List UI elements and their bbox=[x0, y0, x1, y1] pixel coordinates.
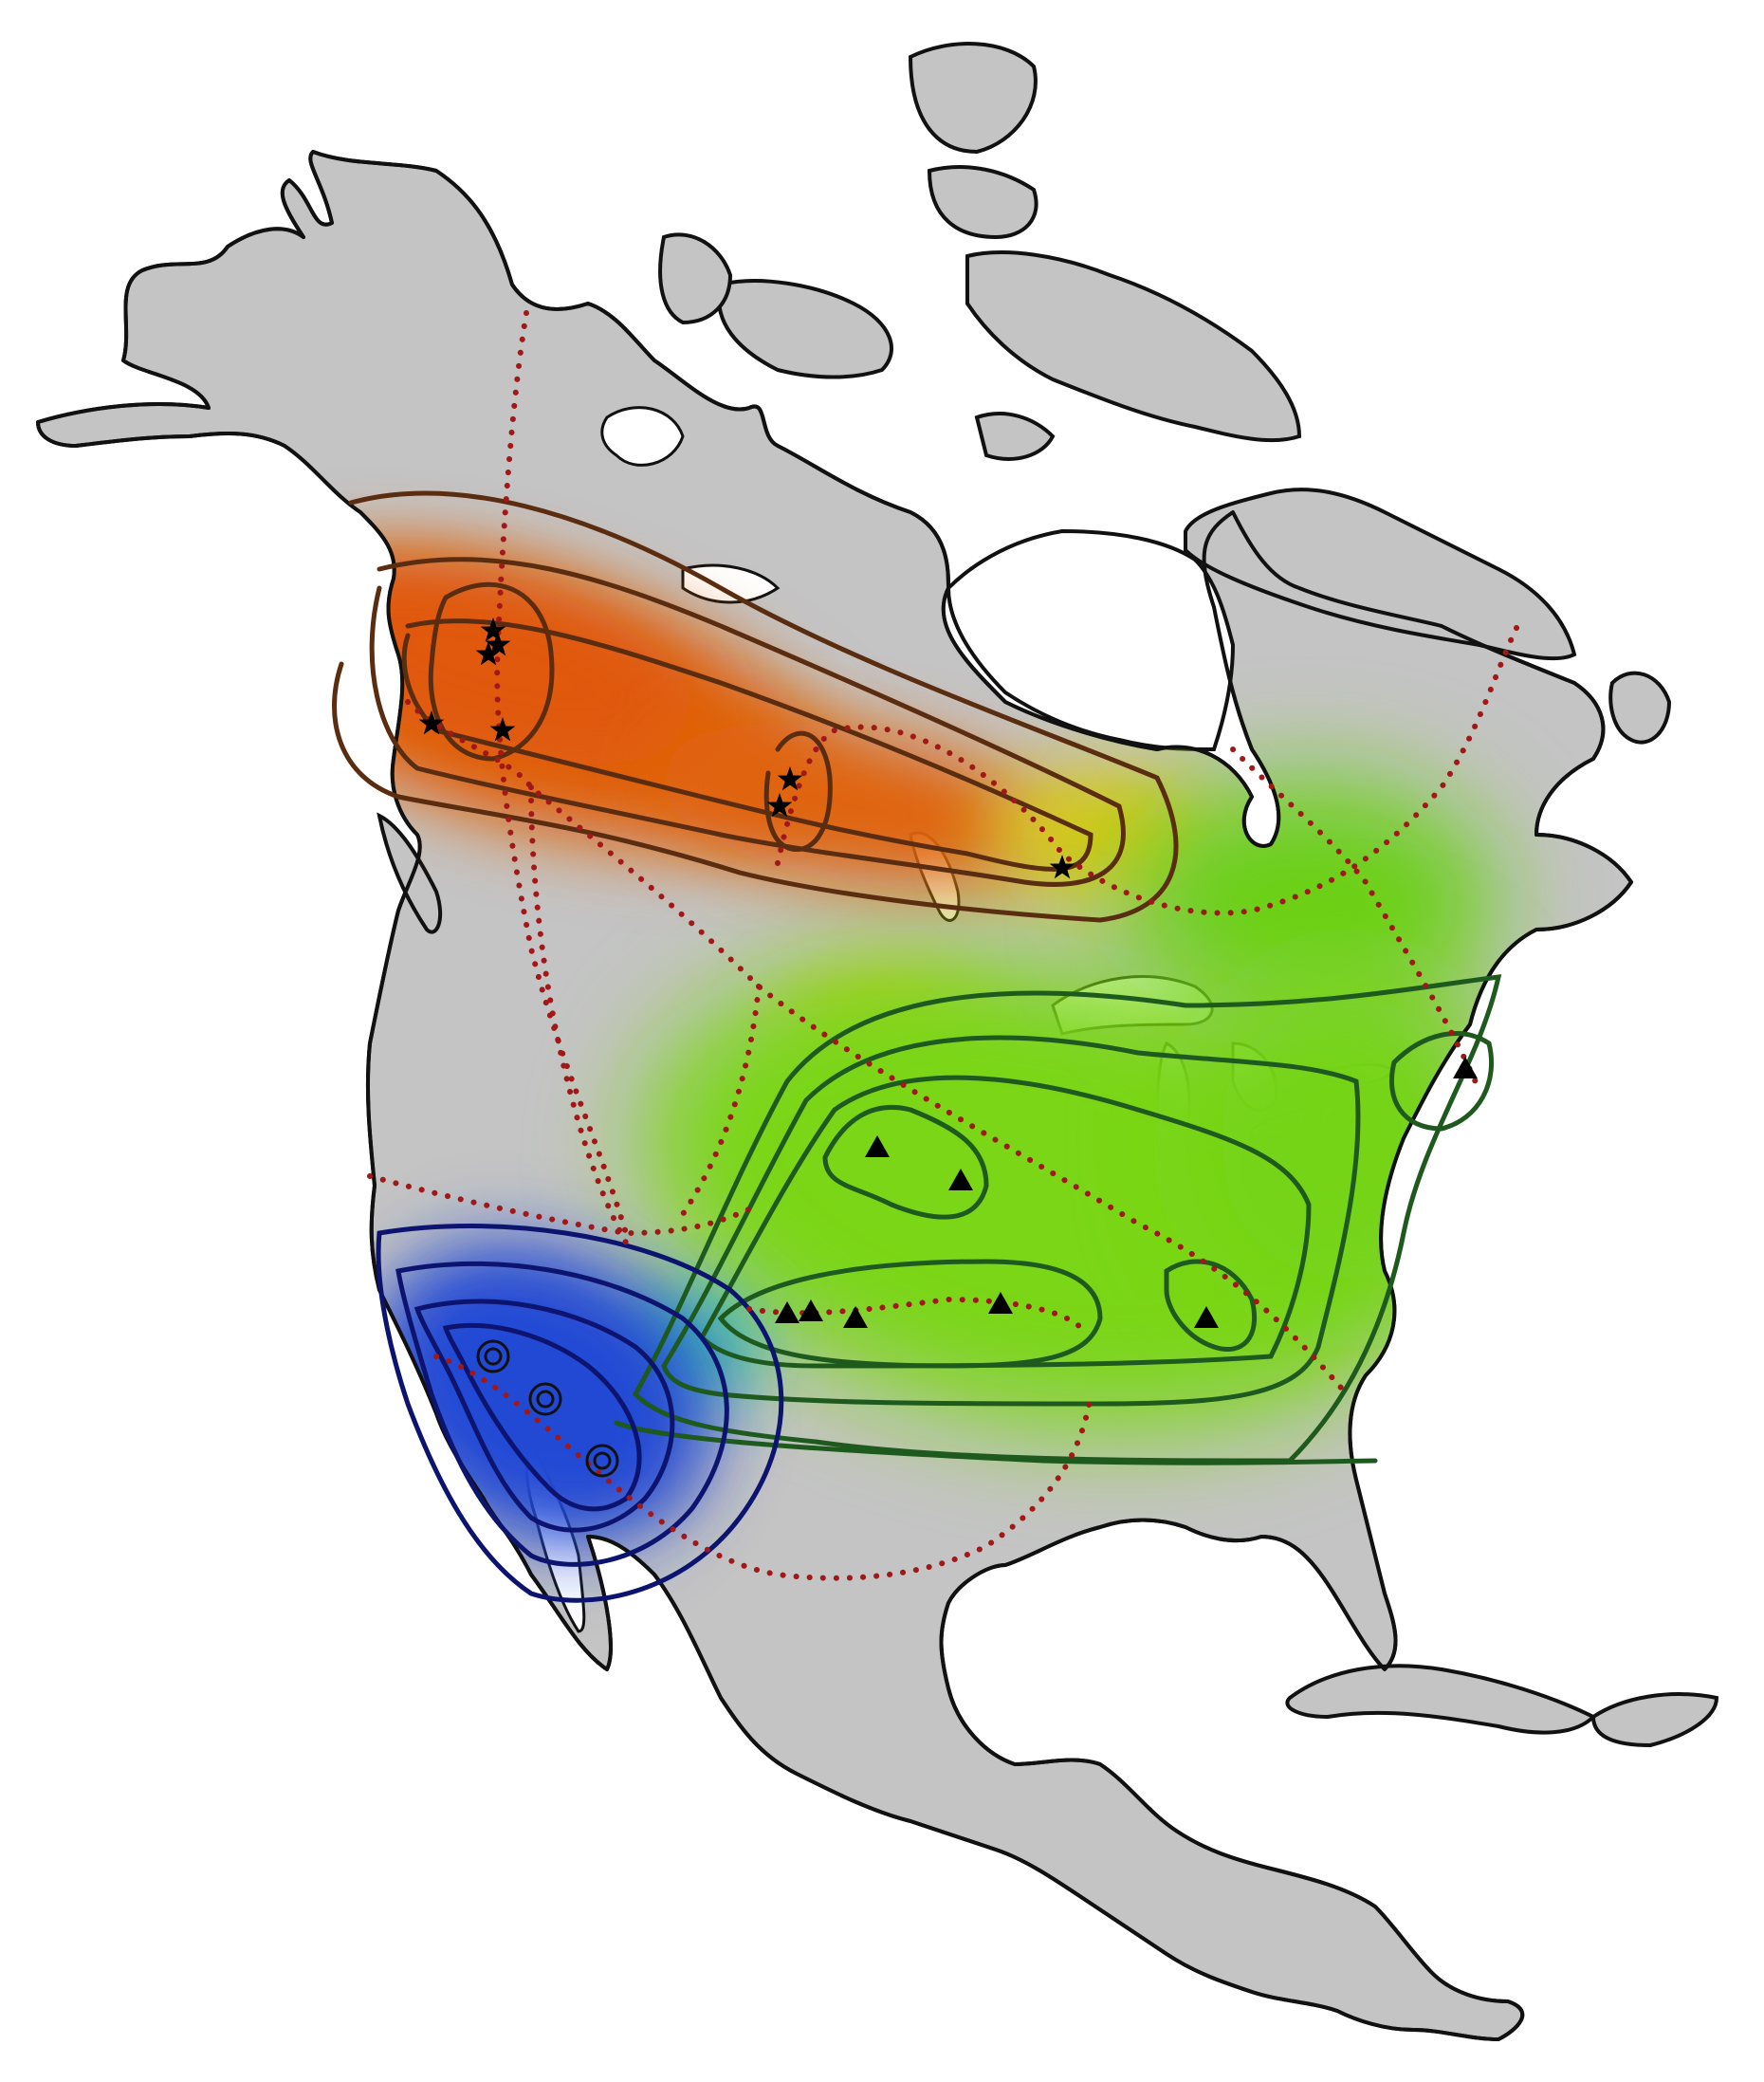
triangle-marker bbox=[865, 1135, 890, 1157]
hudson-bay-water bbox=[946, 528, 1236, 752]
circle-marker bbox=[585, 1444, 619, 1478]
arctic-islands bbox=[377, 42, 1719, 1748]
circle-marker bbox=[528, 1382, 562, 1416]
vancouver-island bbox=[377, 812, 443, 934]
triangle-markers bbox=[775, 1057, 1478, 1328]
circle-marker bbox=[593, 1451, 612, 1470]
triangle-marker bbox=[988, 1292, 1013, 1314]
circle-marker bbox=[476, 1339, 510, 1373]
cuba bbox=[1285, 1664, 1597, 1735]
triangle-marker bbox=[948, 1169, 973, 1190]
greenland-edge bbox=[974, 412, 1056, 461]
ellesmere-island bbox=[965, 250, 1302, 443]
triangle-marker bbox=[843, 1306, 868, 1328]
orange-heat-zone-east bbox=[656, 724, 1051, 889]
great-bear-lake bbox=[600, 406, 685, 467]
triangle-marker bbox=[1194, 1306, 1219, 1328]
green-heat-zone-east bbox=[1185, 958, 1508, 1318]
orange-contours bbox=[332, 490, 1179, 923]
hispaniola bbox=[1590, 1692, 1719, 1748]
triangle-marker bbox=[775, 1301, 799, 1323]
newfoundland bbox=[1608, 671, 1672, 745]
green-heat-zone-north bbox=[1119, 778, 1498, 1024]
circle-marker bbox=[484, 1347, 503, 1366]
triangle-marker bbox=[799, 1299, 823, 1321]
great-slave-lake bbox=[681, 563, 781, 604]
circle-marker bbox=[536, 1390, 555, 1409]
banks-island bbox=[658, 232, 733, 325]
green-contours bbox=[614, 974, 1502, 1465]
devon-island bbox=[927, 165, 1038, 240]
dotted-routes bbox=[367, 310, 1520, 1581]
victoria-island bbox=[717, 279, 893, 379]
north-ellesmere bbox=[908, 42, 1038, 155]
triangle-marker bbox=[1453, 1057, 1478, 1078]
baffin-island bbox=[1184, 488, 1577, 661]
circle-markers bbox=[476, 1339, 619, 1478]
blue-contours bbox=[376, 1224, 784, 1603]
contour-lines bbox=[332, 490, 1502, 1603]
